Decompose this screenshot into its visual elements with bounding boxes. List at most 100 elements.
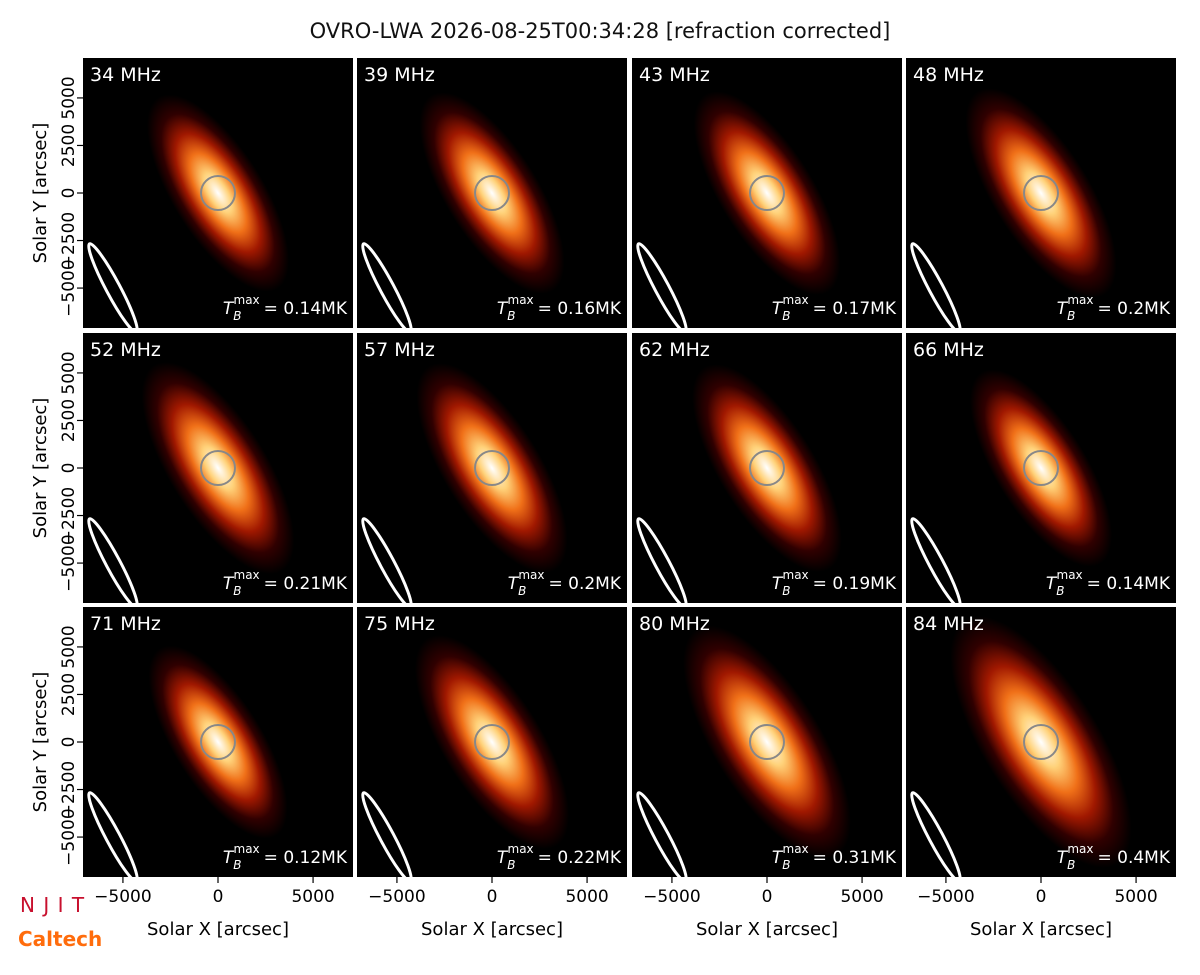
y-tick-label: −2500 <box>59 487 79 545</box>
beam <box>361 517 413 603</box>
caltech-logo: Caltech <box>18 927 102 951</box>
tb-value: = 0.16MK <box>538 299 622 319</box>
emission-blob <box>965 88 1117 298</box>
x-tick-label: −5000 <box>643 887 701 907</box>
solar-disk <box>749 450 785 486</box>
solar-disk <box>200 450 236 486</box>
tb-symbol: T <box>223 299 235 319</box>
beam <box>87 242 139 328</box>
beam <box>636 242 688 328</box>
frequency-label: 39 MHz <box>364 64 435 86</box>
emission-blob <box>950 616 1132 868</box>
tb-max-label: TBmax = 0.21MK <box>223 568 348 598</box>
solar-disk <box>474 450 510 486</box>
tb-sup: max <box>234 293 260 307</box>
tb-max-label: TBmax = 0.16MK <box>497 293 622 323</box>
tb-sup: max <box>783 842 809 856</box>
x-tick-label: −5000 <box>917 887 975 907</box>
solar-disk <box>474 175 510 211</box>
emission-blob <box>416 363 568 573</box>
x-axis-label: Solar X [arcsec] <box>696 919 838 940</box>
tb-sub: B <box>518 584 526 598</box>
emission-blob <box>141 362 295 574</box>
solar-disk <box>749 724 785 760</box>
solar-disk <box>200 175 236 211</box>
tb-sub: B <box>507 858 515 872</box>
y-tick-label: 0 <box>59 188 79 199</box>
tb-symbol: T <box>508 574 520 594</box>
tb-max-label: TBmax = 0.14MK <box>223 293 348 323</box>
x-tick-label: −5000 <box>368 887 426 907</box>
y-tick-label: −2500 <box>59 212 79 270</box>
y-tick-label: −5000 <box>59 808 79 866</box>
emission-blob <box>970 369 1112 567</box>
beam <box>910 517 962 603</box>
y-tick-label: 2500 <box>59 124 79 167</box>
panel <box>906 607 1176 877</box>
panel <box>632 58 902 328</box>
tb-symbol: T <box>1046 574 1058 594</box>
tb-value: = 0.2MK <box>549 574 622 594</box>
tb-sub: B <box>782 584 790 598</box>
x-tick-label: 0 <box>213 887 224 907</box>
beam <box>910 791 962 877</box>
tb-value: = 0.12MK <box>264 848 348 868</box>
emission-blob <box>692 364 842 572</box>
y-axis-label: Solar Y [arcsec] <box>30 123 51 264</box>
frequency-label: 62 MHz <box>639 339 710 361</box>
panel <box>83 607 353 877</box>
tb-value: = 0.14MK <box>264 299 348 319</box>
emission-blob <box>693 91 841 295</box>
tb-symbol: T <box>772 574 784 594</box>
tb-value: = 0.2MK <box>1098 299 1171 319</box>
beam <box>636 791 688 877</box>
tb-sub: B <box>782 309 790 323</box>
x-axis-label: Solar X [arcsec] <box>421 919 563 940</box>
tb-symbol: T <box>497 848 509 868</box>
solar-disk <box>200 724 236 760</box>
x-tick-label: 5000 <box>291 887 334 907</box>
tb-value: = 0.21MK <box>264 574 348 594</box>
tb-symbol: T <box>1057 848 1069 868</box>
y-tick-label: 5000 <box>59 76 79 119</box>
tb-value: = 0.14MK <box>1087 574 1171 594</box>
tb-sup: max <box>1057 568 1083 582</box>
tb-symbol: T <box>223 574 235 594</box>
tb-symbol: T <box>772 299 784 319</box>
tb-sup: max <box>783 568 809 582</box>
x-tick-label: 0 <box>1036 887 1047 907</box>
frequency-label: 34 MHz <box>90 64 161 86</box>
emission-blob <box>148 645 288 839</box>
tb-sup: max <box>1067 842 1093 856</box>
frequency-label: 71 MHz <box>90 613 161 635</box>
emission-blob <box>414 635 570 849</box>
tb-max-label: TBmax = 0.14MK <box>1046 568 1171 598</box>
njit-logo: N J I T <box>20 893 85 917</box>
panel <box>357 333 627 603</box>
x-axis-label: Solar X [arcsec] <box>147 919 289 940</box>
tb-sub: B <box>233 309 241 323</box>
y-tick-label: 2500 <box>59 399 79 442</box>
frequency-label: 75 MHz <box>364 613 435 635</box>
frequency-label: 57 MHz <box>364 339 435 361</box>
tb-symbol: T <box>772 848 784 868</box>
x-tick-label: 0 <box>762 887 773 907</box>
y-tick-label: 5000 <box>59 351 79 394</box>
tb-max-label: TBmax = 0.19MK <box>772 568 897 598</box>
tb-sup: max <box>518 568 544 582</box>
y-tick-label: 0 <box>59 737 79 748</box>
frequency-label: 52 MHz <box>90 339 161 361</box>
y-tick-label: −5000 <box>59 259 79 317</box>
panel <box>906 58 1176 328</box>
tb-max-label: TBmax = 0.2MK <box>508 568 622 598</box>
tb-sub: B <box>782 858 790 872</box>
frequency-label: 80 MHz <box>639 613 710 635</box>
tb-max-label: TBmax = 0.12MK <box>223 842 348 872</box>
tb-symbol: T <box>223 848 235 868</box>
y-axis-label: Solar Y [arcsec] <box>30 398 51 539</box>
tb-sub: B <box>1067 309 1075 323</box>
y-tick-label: −5000 <box>59 534 79 592</box>
beam <box>361 791 413 877</box>
tb-sup: max <box>234 568 260 582</box>
